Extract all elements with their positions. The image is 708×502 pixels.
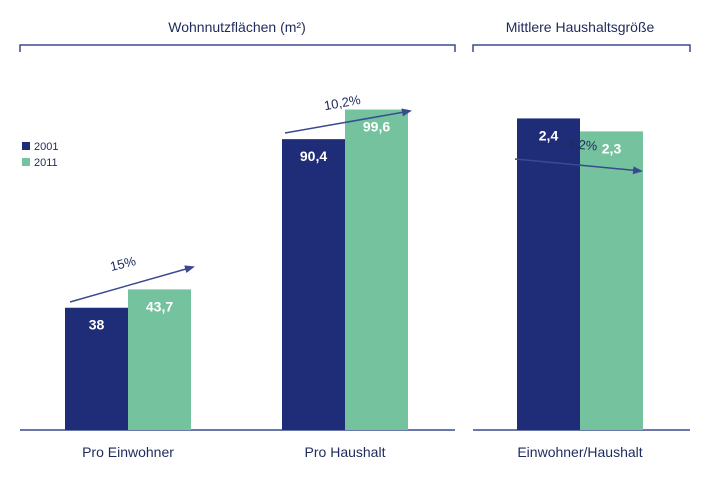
legend-swatch-2011 bbox=[22, 158, 30, 166]
data-label-pro-haushalt-2001: 90,4 bbox=[300, 148, 327, 164]
data-label-pro-einwohner-2011: 43,7 bbox=[146, 298, 173, 314]
bar-group-einwohner-haushalt: 2,4 2,3 bbox=[517, 118, 643, 430]
change-label-einwohner-haushalt: -4,2% bbox=[563, 136, 599, 154]
category-label-pro-haushalt: Pro Haushalt bbox=[305, 444, 386, 460]
category-label-einwohner-haushalt: Einwohner/Haushalt bbox=[517, 444, 642, 460]
header-bracket-left bbox=[19, 44, 456, 52]
bar-einwohner-haushalt-2001 bbox=[517, 118, 580, 430]
legend-label-2011: 2011 bbox=[34, 157, 58, 169]
change-arrow-pro-einwohner bbox=[69, 265, 195, 303]
header-bracket-right bbox=[472, 44, 691, 52]
data-label-pro-haushalt-2011: 99,6 bbox=[363, 119, 390, 135]
bar-pro-einwohner-2001 bbox=[65, 307, 128, 430]
panel-title-wohnnutzflaechen: Wohnnutzflächen (m²) bbox=[168, 19, 305, 35]
legend-swatch-2001 bbox=[22, 142, 30, 150]
bar-group-pro-haushalt: 90,4 99,6 bbox=[282, 109, 408, 431]
change-label-pro-einwohner: 15% bbox=[108, 253, 137, 274]
bar-einwohner-haushalt-2011 bbox=[580, 131, 643, 430]
category-label-pro-einwohner: Pro Einwohner bbox=[82, 444, 174, 460]
data-label-pro-einwohner-2001: 38 bbox=[89, 317, 105, 333]
change-arrow-pro-haushalt bbox=[284, 108, 412, 134]
change-arrow-einwohner-haushalt bbox=[514, 158, 643, 175]
bar-pro-haushalt-2011 bbox=[345, 109, 408, 431]
bar-pro-einwohner-2011 bbox=[128, 289, 191, 430]
change-label-pro-haushalt: 10,2% bbox=[323, 92, 362, 113]
bar-group-pro-einwohner: 38 43,7 bbox=[65, 289, 191, 430]
data-label-einwohner-haushalt-2011: 2,3 bbox=[602, 140, 622, 156]
panel-title-haushaltsgroesse: Mittlere Haushaltsgröße bbox=[506, 19, 655, 35]
data-label-einwohner-haushalt-2001: 2,4 bbox=[539, 127, 559, 143]
bar-pro-haushalt-2001 bbox=[282, 139, 345, 430]
legend-label-2001: 2001 bbox=[34, 141, 58, 153]
